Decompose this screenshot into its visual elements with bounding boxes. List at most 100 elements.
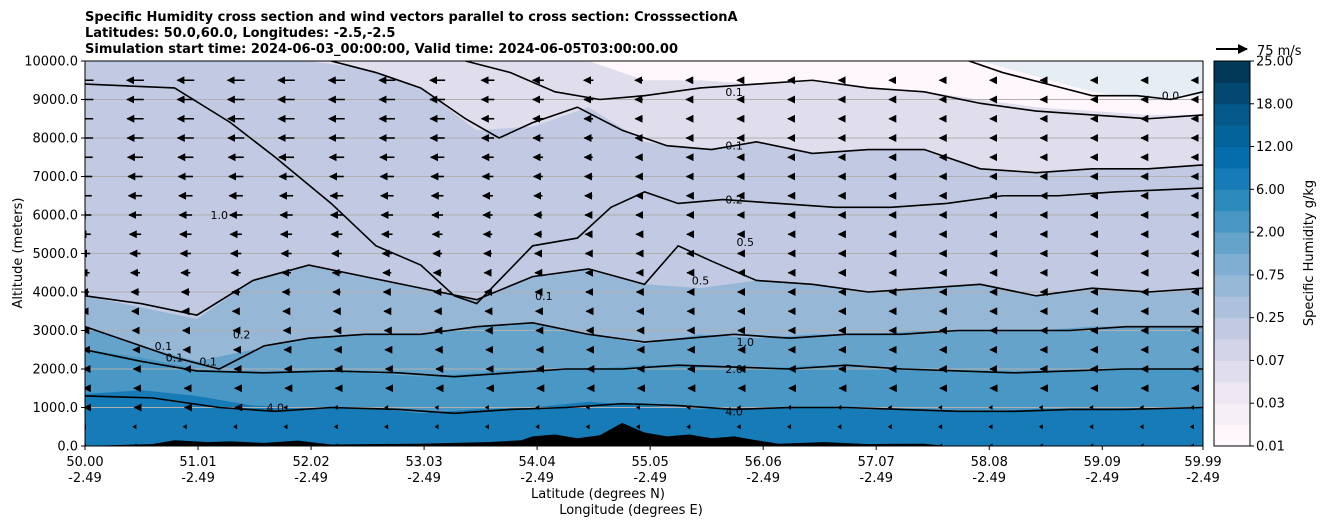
x-tick-label-lat: 53.03 [405,455,442,470]
wind-vector [434,424,439,430]
y-tick-label: 6000.0 [33,209,79,224]
colorbar-tick-label: 0.03 [1256,397,1285,412]
wind-vector [283,443,288,446]
x-tick-label-lat: 55.05 [632,455,669,470]
wind-vector [938,424,943,430]
contour-line [331,61,1203,174]
title-line-1: Specific Humidity cross section and wind… [85,10,738,25]
contour-label: 0.5 [692,274,710,287]
x-tick-label-lon: -2.49 [1186,471,1220,486]
wind-vector [736,443,741,446]
wind-vector [1038,424,1043,430]
colorbar-tick-label: 12.00 [1256,140,1293,155]
wind-vector [484,443,489,446]
colorbar-tick-label: 0.01 [1256,440,1285,455]
colorbar-tick-label: 0.07 [1256,354,1285,369]
wind-reference-key: 75 m/s [1216,44,1302,59]
wind-vector [988,424,993,430]
wind-vector [585,443,590,446]
x-tick-label-lon: -2.49 [972,471,1006,486]
colorbar-tick-label: 0.25 [1256,311,1285,326]
wind-vector [535,424,540,430]
y-tick-label: 5000.0 [33,247,79,262]
wind-vector [535,405,540,410]
wind-vector [887,443,892,446]
wind-vector [132,424,137,430]
y-tick-label: 1000.0 [33,401,79,416]
colorbar-segment [1214,403,1250,426]
x-axis: 50.00-2.4951.01-2.4952.02-2.4953.03-2.49… [66,446,1222,486]
wind-vector [333,443,338,446]
colorbar-segment [1214,296,1250,319]
x-tick-label-lat: 52.02 [292,455,329,470]
wind-vector [283,405,288,410]
reference-label: 75 m/s [1257,44,1302,59]
colorbar-segment [1214,232,1250,254]
wind-vector [484,424,489,430]
colorbar-tick-label: 0.75 [1256,268,1285,283]
contour-label: 4.0 [725,405,743,418]
wind-vector [736,424,741,430]
wind-vector [686,405,691,410]
wind-vector [988,443,993,446]
y-tick-label: 8000.0 [33,132,79,147]
x-tick-label-lat: 59.99 [1184,455,1221,470]
x-tick-label-lat: 57.07 [858,455,895,470]
wind-vector [384,405,389,410]
title-line-2: Latitudes: 50.0,60.0, Longitudes: -2.5,-… [85,26,395,41]
contour-line [85,83,1203,305]
wind-vector [887,424,892,430]
y-tick-label: 4000.0 [33,286,79,301]
wind-vector [585,424,590,430]
x-tick-label-lat: 58.08 [971,455,1008,470]
contour-label: 0.1 [199,355,217,368]
wind-vector [333,405,338,410]
wind-vector [1089,443,1094,446]
colorbar-segment [1214,274,1250,297]
contour-label: 0.1 [166,351,184,364]
wind-vector [1189,405,1194,410]
wind-vector [333,424,338,430]
humidity-band [85,390,1203,446]
x-axis-title-line-2: Longitude (degrees E) [559,503,703,518]
contour-line [85,395,1203,415]
contour-label: 4.0 [267,402,285,415]
x-tick-label-lon: -2.49 [746,471,780,486]
terrain-silhouette [85,422,947,446]
colorbar-segment [1214,146,1250,169]
y-tick-label: 10000.0 [24,55,78,70]
colorbar-segment [1214,82,1250,105]
wind-vector [938,405,943,410]
wind-vector [384,424,389,430]
wind-vector [434,443,439,446]
colorbar-segment [1214,210,1250,233]
wind-vector [635,443,640,446]
contour-line [85,244,1203,316]
wind-vector [837,443,842,446]
humidity-fill-layer [85,61,1203,446]
x-tick-label-lat: 59.09 [1084,455,1121,470]
contour-label-layer: 0.10.10.20.50.51.02.04.01.00.20.10.1 0.14… [155,86,1180,419]
wind-vector [686,443,691,446]
colorbar-segment [1214,424,1250,447]
x-tick-label-lon: -2.49 [520,471,554,486]
x-tick-label-lat: 51.01 [179,455,216,470]
wind-vector [233,424,238,430]
wind-vector [132,443,137,446]
wind-vector [484,405,489,410]
colorbar-title: Specific Humidity g/kg [1302,180,1317,326]
wind-vector [1038,405,1043,410]
wind-vector [1089,405,1094,410]
contour-line [465,61,1203,120]
wind-vector [736,405,741,410]
wind-vector [1139,424,1144,430]
x-tick-label-lat: 50.00 [66,455,103,470]
contour-label: 0.1 [725,86,743,99]
x-tick-label-lon: -2.49 [294,471,328,486]
wind-vector [635,424,640,430]
terrain-layer [85,422,947,446]
contour-label: 1.0 [211,209,229,222]
wind-vector-layer [85,76,1199,446]
y-tick-label: 3000.0 [33,324,79,339]
